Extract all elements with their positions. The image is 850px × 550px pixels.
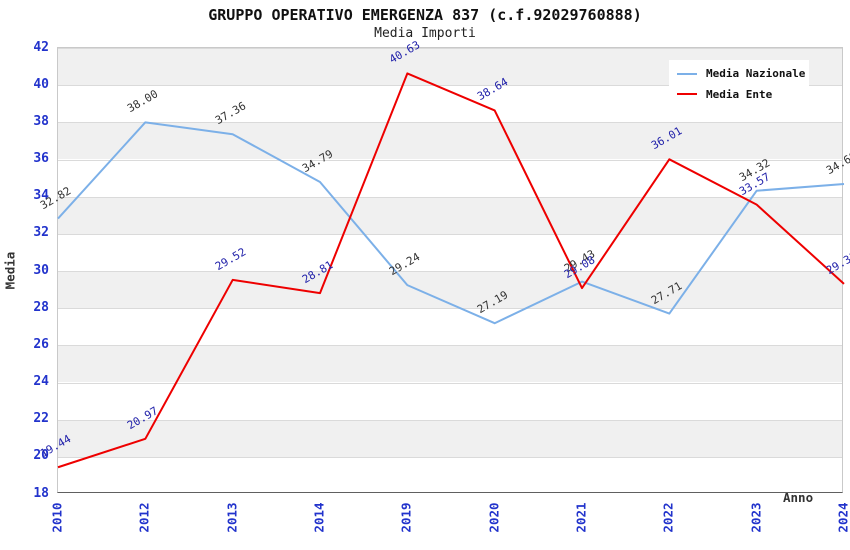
y-tick-label: 38	[33, 113, 49, 129]
series-lines	[57, 72, 845, 469]
x-axis-title: Anno	[783, 490, 814, 505]
gridline	[58, 419, 842, 421]
chart-subtitle: Media Importi	[374, 26, 476, 41]
y-tick-label: 28	[33, 299, 49, 315]
y-axis-title: Media	[2, 251, 18, 290]
y-tick-label: 32	[33, 225, 49, 241]
gridline	[58, 271, 842, 272]
gridline	[58, 233, 842, 235]
gridline	[58, 122, 842, 124]
legend-item-media-nazionale[interactable]: Media Nazionale	[677, 67, 809, 80]
y-tick-label: 20	[33, 448, 49, 464]
chart-title: GRUPPO OPERATIVO EMERGENZA 837 (c.f.9202…	[208, 6, 642, 24]
x-tick-label: 2020	[486, 502, 502, 533]
x-tick-label: 2014	[311, 502, 327, 533]
y-tick-label: 36	[33, 151, 49, 166]
gridline	[58, 308, 842, 310]
gridline	[58, 159, 842, 161]
plot-area	[57, 47, 845, 493]
x-tick-label: 2012	[136, 502, 152, 533]
y-tick-label: 34	[33, 188, 49, 204]
gridline	[58, 85, 842, 87]
gridline	[58, 48, 842, 49]
gridline	[58, 196, 842, 198]
media-nazionale-line-swatch	[677, 72, 697, 75]
plot-band	[58, 271, 842, 309]
y-tick-label: 40	[33, 76, 49, 92]
legend-label-media-ente: Media Ente	[706, 87, 773, 101]
legend: Media Nazionale Media Ente	[669, 60, 809, 108]
y-tick-label: 22	[33, 411, 49, 427]
x-tick-label: 2013	[224, 502, 240, 533]
line-media-ente	[57, 72, 845, 469]
legend-label-media-nazionale: Media Nazionale	[706, 67, 806, 81]
x-tick-label: 2024	[835, 502, 850, 533]
y-tick-label: 42	[33, 39, 49, 55]
gridline	[58, 456, 842, 458]
media-ente-line-swatch	[677, 93, 697, 96]
y-tick-label: 30	[33, 262, 49, 278]
gridline	[58, 345, 842, 347]
y-tick-label: 24	[33, 374, 49, 389]
x-tick-label: 2010	[49, 502, 65, 533]
plot-band	[58, 196, 842, 234]
y-tick-label: 26	[33, 336, 49, 352]
line-media-nazionale	[57, 121, 845, 325]
x-tick-label: 2022	[660, 502, 676, 533]
gridline	[58, 382, 842, 384]
plot-band	[58, 419, 842, 457]
legend-item-media-ente[interactable]: Media Ente	[677, 88, 809, 101]
x-tick-label: 2019	[398, 502, 414, 533]
x-tick-label: 2023	[748, 502, 764, 533]
plot-band	[58, 345, 842, 383]
y-tick-label: 18	[33, 485, 49, 501]
x-tick-label: 2021	[573, 502, 589, 533]
